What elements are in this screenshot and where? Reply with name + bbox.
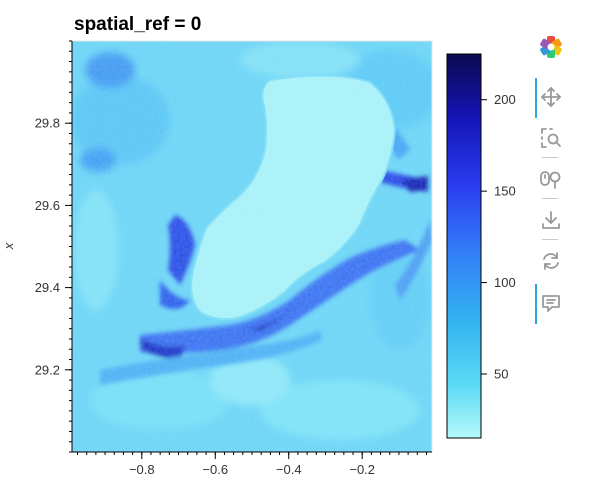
y-tick-label: 29.6 (35, 198, 60, 213)
y-tick-label: 29.8 (35, 116, 60, 131)
x-axis-ticks: −0.8 −0.6 −0.4 −0.2 (77, 452, 427, 477)
toolbar (530, 34, 576, 334)
wheel-zoom-icon[interactable] (536, 166, 566, 192)
reset-icon[interactable] (536, 248, 566, 274)
y-axis-label: x (1, 242, 16, 250)
x-tick-label: −0.4 (276, 462, 302, 477)
box-zoom-icon[interactable] (536, 125, 566, 151)
hover-icon[interactable] (535, 284, 566, 324)
pan-tool-icon[interactable] (535, 78, 566, 118)
x-tick-label: −0.2 (349, 462, 375, 477)
bokeh-logo-icon[interactable] (536, 34, 566, 60)
y-axis-ticks: 29.2 29.4 29.6 29.8 (35, 40, 72, 453)
save-icon[interactable] (536, 207, 566, 233)
y-tick-label: 29.2 (35, 362, 60, 377)
heatmap-image (72, 41, 432, 452)
colorbar-tick-label: 50 (494, 367, 508, 382)
colorbar-tick-label: 150 (494, 184, 516, 199)
colorbar-tick-label: 100 (494, 275, 516, 290)
heatmap-grain (72, 41, 432, 452)
colorbar-tick-label: 200 (494, 92, 516, 107)
y-tick-label: 29.4 (35, 280, 60, 295)
x-tick-label: −0.8 (129, 462, 155, 477)
x-tick-label: −0.6 (202, 462, 228, 477)
colorbar-ticks: 50 100 150 200 (481, 92, 516, 382)
chart-title: spatial_ref = 0 (74, 14, 201, 35)
colorbar (446, 53, 482, 439)
